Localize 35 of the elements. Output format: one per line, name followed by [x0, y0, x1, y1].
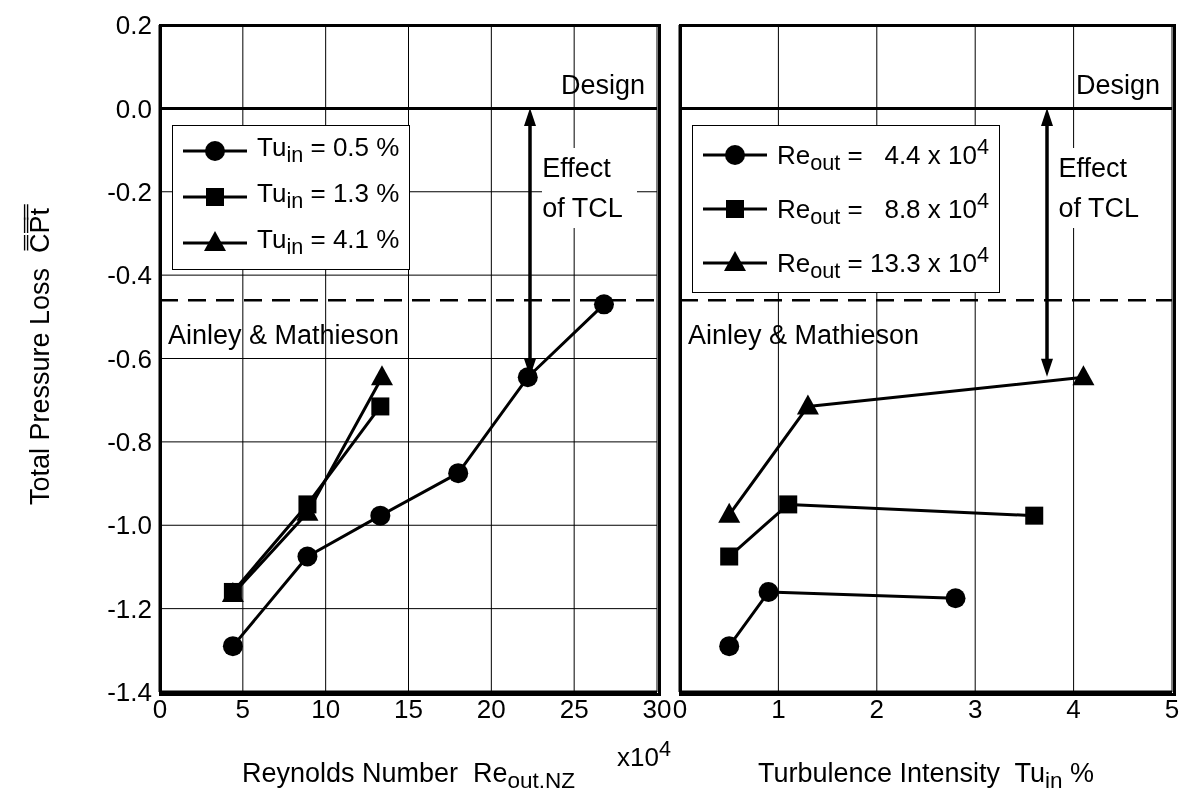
y-tick-label: 0.2: [115, 10, 152, 41]
annotation: Effect of TCL: [1058, 148, 1154, 229]
x-tick-label: 30: [642, 694, 672, 725]
x-tick-label: 3: [967, 694, 983, 725]
x-tick-label: 0: [152, 694, 168, 725]
y-tick-label: -1.2: [107, 593, 152, 624]
x-tick-label: 20: [476, 694, 506, 725]
y-tick-label: 0.0: [115, 93, 152, 124]
y-tick-label: -0.6: [107, 343, 152, 374]
x-axis-title: Reynolds Number Re$_{out.NZ}$: [241, 758, 576, 794]
x-tick-label: 0: [672, 694, 688, 725]
y-tick-label: -1.0: [107, 510, 152, 541]
x-tick-label: 25: [559, 694, 589, 725]
x-tick-label: 2: [869, 694, 885, 725]
legend-label: Tu$_{in}$ = 0.5 %: [257, 131, 400, 170]
legend-label: Re$_{out}$ = 4.4 x 10$^{4}$: [777, 133, 989, 177]
legend-label: Tu$_{in}$ = 4.1 %: [257, 223, 400, 262]
y-tick-label: -1.4: [107, 677, 152, 708]
annotation: Effect of TCL: [542, 148, 638, 229]
legend-label: Tu$_{in}$ = 1.3 %: [257, 177, 400, 216]
x-axis-title: Turbulence Intensity Tu$_{in}$ %: [756, 758, 1096, 795]
x-tick-label: 5: [235, 694, 251, 725]
text: x10$^{4}$: [617, 736, 671, 773]
x-tick-label: 4: [1066, 694, 1081, 725]
x-tick-label: 5: [1164, 694, 1180, 725]
x-tick-label: 15: [394, 694, 423, 725]
y-tick-label: -0.2: [107, 176, 152, 207]
y-tick-label: -0.8: [107, 427, 152, 458]
y-axis-title: Total Pressure Loss C̿P̿t̿: [24, 203, 56, 507]
x-tick-label: 1: [771, 694, 786, 725]
y-tick-label: -0.4: [107, 260, 152, 291]
ref-line-label: Design: [1075, 70, 1160, 101]
legend-label: Re$_{out}$ = 8.8 x 10$^{4}$: [777, 186, 989, 231]
legend-label: Re$_{out}$ = 13.3 x 10$^{4}$: [777, 240, 990, 285]
x-tick-label: 10: [311, 694, 341, 725]
